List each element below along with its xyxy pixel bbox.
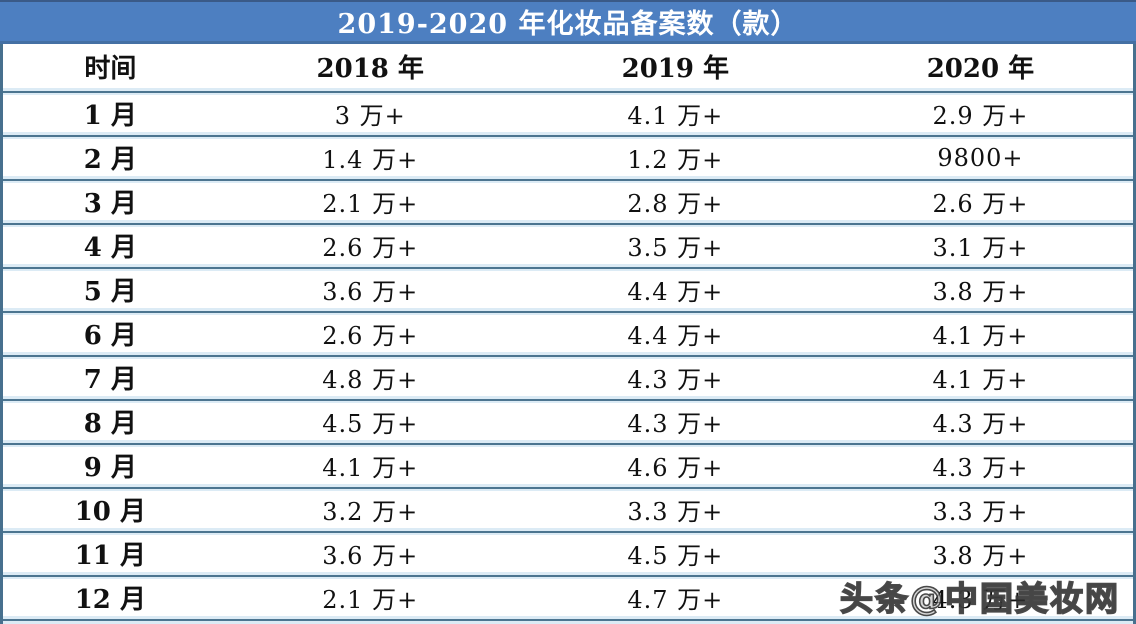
value-cell: 1.2 万+ (627, 146, 724, 174)
row-divider (3, 440, 1133, 447)
month-cell: 7 月 (83, 365, 137, 395)
month-cell: 10 月 (74, 497, 146, 527)
value-cell: 2.8 万+ (627, 190, 724, 218)
value-cell: 4.6 万+ (627, 454, 724, 482)
value-cell: 3 万+ (334, 102, 406, 130)
row-divider (3, 264, 1133, 271)
row-divider (3, 616, 1133, 623)
row-divider (3, 88, 1133, 95)
month-cell: 8 月 (83, 409, 137, 439)
table-title: 2019-2020 年化妆品备案数（款） (0, 0, 1136, 44)
value-cell: 3.1 万+ (932, 234, 1029, 262)
value-cell: 2.1 万+ (322, 190, 419, 218)
table-row: 2 月 1.4 万+ 1.2 万+ 9800+ (3, 139, 1133, 176)
value-cell: 2.6 万+ (322, 234, 419, 262)
value-cell: 3.6 万+ (322, 278, 419, 306)
header-row: 时间 2018 年 2019 年 2020 年 (3, 44, 1133, 88)
month-cell: 1 月 (83, 101, 137, 131)
row-divider (3, 220, 1133, 227)
value-cell: 4.1 万+ (932, 322, 1029, 350)
month-cell: 4 月 (83, 233, 137, 263)
value-cell: 3.8 万+ (932, 542, 1029, 570)
value-cell: 3.3 万+ (932, 498, 1029, 526)
value-cell: 1.4 万+ (322, 146, 419, 174)
value-cell: 4.4 万+ (627, 278, 724, 306)
header-cell: 时间 (84, 53, 137, 84)
table-row: 5 月 3.6 万+ 4.4 万+ 3.8 万+ (3, 271, 1133, 308)
value-cell: 3.8 万+ (932, 278, 1029, 306)
value-cell: 4.1 万+ (627, 102, 724, 130)
data-table: 时间 2018 年 2019 年 2020 年 1 月 3 万+ 4.1 万+ 2.9 万+… (0, 44, 1136, 624)
value-cell: 9800+ (937, 143, 1024, 172)
month-cell: 3 月 (83, 189, 137, 219)
value-cell: 2.6 万+ (322, 322, 419, 350)
value-cell: 4.3 万+ (627, 366, 724, 394)
row-divider (3, 396, 1133, 403)
table-row: 3 月 2.1 万+ 2.8 万+ 2.6 万+ (3, 183, 1133, 220)
month-cell: 9 月 (83, 453, 137, 483)
table-row: 1 月 3 万+ 4.1 万+ 2.9 万+ (3, 95, 1133, 132)
value-cell: 3.5 万+ (627, 234, 724, 262)
value-cell: 4.5 万+ (322, 410, 419, 438)
row-divider (3, 176, 1133, 183)
table-row: 7 月 4.8 万+ 4.3 万+ 4.1 万+ (3, 359, 1133, 396)
value-cell: 2.6 万+ (932, 190, 1029, 218)
value-cell: 4.4 万+ (627, 322, 724, 350)
value-cell: 2.1 万+ (322, 586, 419, 614)
value-cell: 4.3 万+ (627, 410, 724, 438)
value-cell: 4.8 万+ (322, 366, 419, 394)
row-divider (3, 308, 1133, 315)
value-cell: 3.6 万+ (322, 542, 419, 570)
table-rows: 1 月 3 万+ 4.1 万+ 2.9 万+ 2 月 1.4 万+ 1.2 万+ 9800+ 3… (3, 88, 1133, 623)
value-cell: 3.3 万+ (627, 498, 724, 526)
watermark: 头条@中国美妆网 (839, 578, 1120, 619)
row-divider (3, 132, 1133, 139)
value-cell: 4.3 万+ (932, 410, 1029, 438)
table-row: 11 月 3.6 万+ 4.5 万+ 3.8 万+ (3, 535, 1133, 572)
table-row: 4 月 2.6 万+ 3.5 万+ 3.1 万+ (3, 227, 1133, 264)
value-cell: 4.7 万+ (627, 586, 724, 614)
value-cell: 4.5 万+ (627, 542, 724, 570)
header-cell: 2019 年 (621, 53, 730, 84)
header-cell: 2020 年 (926, 53, 1035, 84)
value-cell: 4.3 万+ (932, 454, 1029, 482)
header-cell: 2018 年 (316, 53, 424, 84)
month-cell: 2 月 (83, 145, 137, 175)
value-cell: 2.9 万+ (932, 102, 1029, 130)
value-cell: 4.1 万+ (322, 454, 419, 482)
value-cell: 3.2 万+ (322, 498, 419, 526)
table-row: 6 月 2.6 万+ 4.4 万+ 4.1 万+ (3, 315, 1133, 352)
value-cell: 4.3 万+ (932, 586, 1029, 614)
row-divider (3, 484, 1133, 491)
table-row: 12 月 2.1 万+ 4.7 万+ 4.3 万+ (3, 579, 1133, 616)
month-cell: 5 月 (83, 277, 137, 307)
table-row: 10 月 3.2 万+ 3.3 万+ 3.3 万+ (3, 491, 1133, 528)
table-row: 8 月 4.5 万+ 4.3 万+ 4.3 万+ (3, 403, 1133, 440)
month-cell: 11 月 (74, 541, 146, 571)
month-cell: 12 月 (74, 585, 146, 615)
month-cell: 6 月 (83, 321, 137, 351)
row-divider (3, 352, 1133, 359)
table-row: 9 月 4.1 万+ 4.6 万+ 4.3 万+ (3, 447, 1133, 484)
row-divider (3, 572, 1133, 579)
value-cell: 4.1 万+ (932, 366, 1029, 394)
row-divider (3, 528, 1133, 535)
